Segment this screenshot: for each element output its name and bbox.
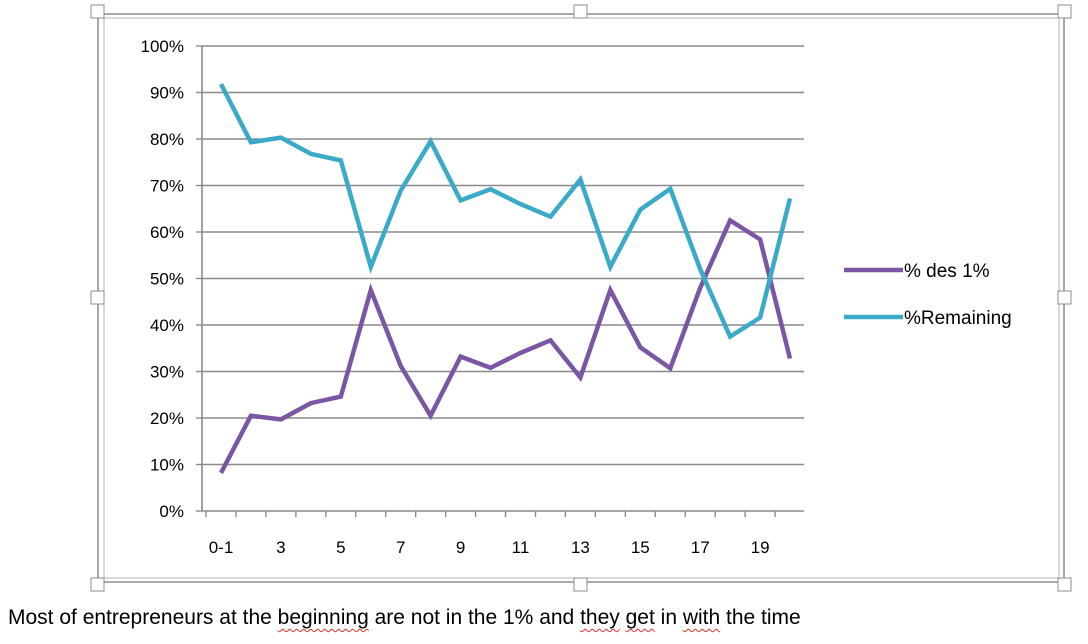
data-point xyxy=(428,413,432,417)
data-point xyxy=(788,356,792,360)
y-tick-label: 80% xyxy=(150,130,184,149)
data-point xyxy=(728,218,732,222)
caption-word-get: get xyxy=(625,606,655,629)
series-lines xyxy=(218,82,793,475)
data-point xyxy=(758,315,762,319)
data-point xyxy=(279,135,283,139)
data-point xyxy=(638,345,642,349)
axes xyxy=(196,45,804,517)
resize-handle-top-right[interactable] xyxy=(1057,4,1072,19)
data-point xyxy=(608,288,612,292)
x-axis-tick-labels: 0-1 3 5 7 9 11 13 15 17 19 xyxy=(209,538,770,557)
data-point xyxy=(578,375,582,379)
resize-handle-middle-right[interactable] xyxy=(1057,290,1072,305)
data-point xyxy=(309,152,313,156)
data-point xyxy=(458,198,462,202)
legend: % des 1% %Remaining xyxy=(844,261,1012,329)
y-tick-label: 60% xyxy=(150,223,184,242)
data-point xyxy=(399,364,403,368)
data-point xyxy=(219,82,223,86)
data-point xyxy=(399,188,403,192)
y-tick-label: 40% xyxy=(150,316,184,335)
x-tick-label: 11 xyxy=(512,538,530,557)
data-point xyxy=(638,207,642,211)
resize-handle-bottom-center[interactable] xyxy=(573,577,588,592)
data-point xyxy=(369,288,373,292)
data-point xyxy=(518,351,522,355)
data-point xyxy=(249,140,253,144)
data-point xyxy=(458,354,462,358)
resize-handle-top-left[interactable] xyxy=(90,4,105,19)
data-point xyxy=(548,214,552,218)
resize-handle-bottom-right[interactable] xyxy=(1057,577,1072,592)
y-tick-label: 90% xyxy=(150,84,184,103)
data-point xyxy=(249,413,253,417)
x-tick-label: 0-1 xyxy=(209,538,234,557)
caption-word-they: they xyxy=(580,606,620,629)
x-tick-label: 7 xyxy=(396,538,405,557)
caption-text-4: the time xyxy=(720,606,801,629)
data-point xyxy=(668,187,672,191)
y-tick-label: 70% xyxy=(150,177,184,196)
data-point xyxy=(758,237,762,241)
data-point xyxy=(279,417,283,421)
y-tick-label: 50% xyxy=(150,270,184,289)
data-point xyxy=(518,202,522,206)
y-tick-label: 30% xyxy=(150,363,184,382)
selection-frame[interactable] xyxy=(97,13,1065,583)
data-point xyxy=(608,265,612,269)
x-tick-label: 5 xyxy=(336,538,345,557)
data-point xyxy=(668,366,672,370)
caption-text-3: in xyxy=(654,606,683,629)
data-point xyxy=(698,286,702,290)
data-point xyxy=(578,177,582,181)
caption-word-beginning: beginning xyxy=(277,606,369,629)
y-tick-label: 100% xyxy=(141,37,184,56)
x-tick-label: 13 xyxy=(571,538,590,557)
y-axis-tick-labels: 0% 10% 20% 30% 40% 50% 60% 70% 80% 90% 100% xyxy=(141,37,184,521)
resize-handle-bottom-left[interactable] xyxy=(90,577,105,592)
data-point xyxy=(488,366,492,370)
x-tick-label: 17 xyxy=(691,538,710,557)
caption: Most of entrepreneurs at the beginning a… xyxy=(8,606,801,630)
data-point xyxy=(339,394,343,398)
series-line-1 xyxy=(219,217,793,474)
data-point xyxy=(219,471,223,475)
data-point xyxy=(698,267,702,271)
y-tick-label: 20% xyxy=(150,409,184,428)
y-tick-label: 10% xyxy=(150,456,184,475)
plot-area: 0% 10% 20% 30% 40% 50% 60% 70% 80% 90% 100% 0-1 3 5 7… xyxy=(141,37,804,557)
data-point xyxy=(339,158,343,162)
caption-word-with: with xyxy=(682,606,721,629)
resize-handles[interactable] xyxy=(90,4,1072,592)
x-tick-label: 9 xyxy=(456,538,465,557)
data-point xyxy=(428,139,432,143)
caption-text-1: Most of entrepreneurs at the xyxy=(8,606,278,629)
data-point xyxy=(488,187,492,191)
data-point xyxy=(788,196,792,200)
x-tick-label: 19 xyxy=(751,538,770,557)
series-line-2 xyxy=(218,83,793,340)
x-tick-label: 15 xyxy=(631,538,650,557)
data-point xyxy=(309,401,313,405)
data-point xyxy=(369,265,373,269)
legend-label: % des 1% xyxy=(904,261,990,282)
caption-text-2: are not in the 1% and xyxy=(368,606,581,629)
y-tick-label: 0% xyxy=(159,502,184,521)
resize-handle-top-center[interactable] xyxy=(573,4,588,19)
x-tick-label: 3 xyxy=(276,538,285,557)
legend-label: %Remaining xyxy=(904,308,1012,329)
data-point xyxy=(548,338,552,342)
chart-frame: 0% 10% 20% 30% 40% 50% 60% 70% 80% 90% 100% 0-1 3 5 7… xyxy=(90,4,1072,592)
data-point xyxy=(728,334,732,338)
resize-handle-middle-left[interactable] xyxy=(90,290,105,305)
